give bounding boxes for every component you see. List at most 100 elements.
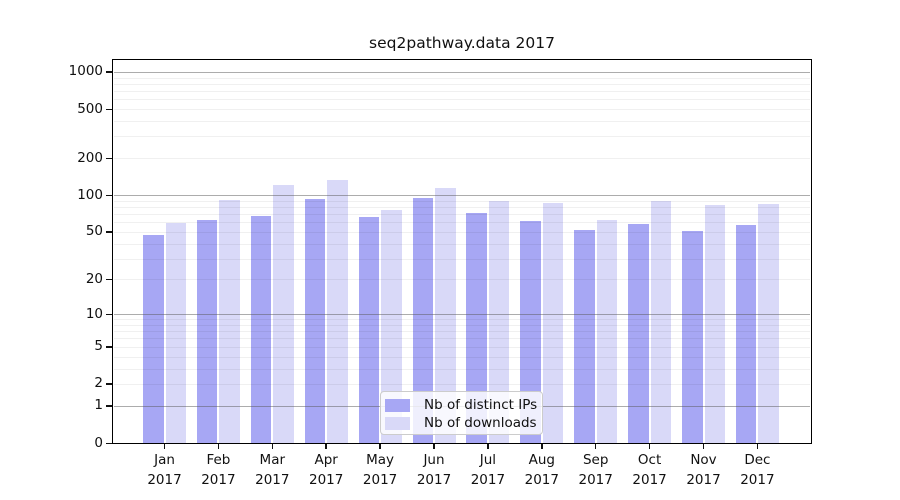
y-tick-label-5: 5 xyxy=(94,338,103,355)
legend-swatch-downloads xyxy=(385,416,410,430)
minor-gridline-600 xyxy=(114,99,810,101)
y-tick-mark-1 xyxy=(106,405,112,407)
minor-gridline-6 xyxy=(114,338,810,340)
chart-title: seq2pathway.data 2017 xyxy=(369,34,555,52)
bar-ips-apr xyxy=(304,198,326,443)
y-tick-label-10: 10 xyxy=(85,305,103,322)
x-tick-mark-may xyxy=(379,444,381,449)
minor-gridline-900 xyxy=(114,77,810,79)
y-tick-mark-1000 xyxy=(106,71,112,73)
bar-downloads-jan xyxy=(165,223,186,443)
bar-ips-feb xyxy=(196,220,218,443)
bar-downloads-feb xyxy=(219,200,240,443)
major-gridline-1000 xyxy=(114,71,810,74)
minor-gridline-3 xyxy=(114,368,810,370)
y-tick-label-100: 100 xyxy=(77,186,103,203)
x-tick-mark-dec xyxy=(756,444,759,449)
x-tick-label-nov: Nov 2017 xyxy=(686,452,721,488)
minor-gridline-700 xyxy=(114,91,810,93)
x-tick-label-jan: Jan 2017 xyxy=(147,452,182,488)
minor-gridline-8 xyxy=(114,324,810,326)
x-tick-mark-jun xyxy=(433,444,435,449)
y-tick-label-1: 1 xyxy=(94,397,103,414)
bar-ips-jul xyxy=(466,212,487,443)
legend-label-downloads: Nb of downloads xyxy=(424,415,537,431)
minor-gridline-300 xyxy=(114,136,810,138)
bar-downloads-apr xyxy=(327,179,348,443)
y-tick-label-20: 20 xyxy=(85,270,103,287)
x-tick-mark-sep xyxy=(594,444,597,449)
y-tick-mark-200 xyxy=(106,157,112,160)
minor-gridline-30 xyxy=(114,258,810,260)
minor-gridline-40 xyxy=(114,243,810,245)
x-tick-mark-apr xyxy=(325,444,327,449)
legend-label-distinct-ips: Nb of distinct IPs xyxy=(424,397,538,413)
minor-gridline-9 xyxy=(114,319,810,321)
y-tick-mark-500 xyxy=(106,108,112,111)
bar-ips-may xyxy=(358,217,380,443)
bar-downloads-sep xyxy=(596,219,618,443)
legend-item-downloads: Nb of downloads xyxy=(385,414,542,432)
bar-downloads-aug xyxy=(542,203,564,443)
minor-gridline-500 xyxy=(114,109,810,111)
bar-ips-jan xyxy=(143,235,164,443)
y-tick-label-500: 500 xyxy=(77,100,103,117)
bar-downloads-nov xyxy=(704,205,725,443)
minor-gridline-2 xyxy=(114,383,810,385)
minor-gridline-400 xyxy=(114,121,810,123)
x-tick-label-mar: Mar 2017 xyxy=(255,452,290,488)
x-tick-mark-feb xyxy=(217,444,220,449)
minor-gridline-60 xyxy=(114,222,810,224)
bar-downloads-jul xyxy=(488,200,510,443)
x-tick-mark-jan xyxy=(163,444,166,449)
x-tick-label-may: May 2017 xyxy=(362,452,398,488)
x-tick-mark-aug xyxy=(541,444,543,449)
bar-ips-aug xyxy=(520,221,541,443)
y-tick-mark-100 xyxy=(106,194,112,197)
bar-ips-jun xyxy=(412,197,433,443)
x-tick-label-aug: Aug 2017 xyxy=(524,452,559,488)
minor-gridline-20 xyxy=(114,279,810,281)
y-tick-label-1000: 1000 xyxy=(68,63,103,80)
x-tick-label-jun: Jun 2017 xyxy=(416,452,452,488)
minor-gridline-7 xyxy=(114,331,810,333)
legend-swatch-distinct-ips xyxy=(385,398,410,412)
x-tick-label-dec: Dec 2017 xyxy=(740,452,775,488)
major-gridline-10 xyxy=(114,314,810,316)
y-tick-mark-10 xyxy=(106,313,112,316)
legend: Nb of distinct IPs Nb of downloads xyxy=(380,391,543,435)
y-tick-label-0: 0 xyxy=(94,434,103,451)
minor-gridline-200 xyxy=(114,158,810,160)
bar-ips-dec xyxy=(735,224,757,443)
x-tick-mark-jul xyxy=(487,444,489,449)
y-tick-mark-50 xyxy=(106,231,112,233)
bar-downloads-oct xyxy=(650,201,672,443)
minor-gridline-4 xyxy=(114,356,810,358)
minor-gridline-70 xyxy=(114,214,810,216)
y-tick-mark-5 xyxy=(106,346,112,348)
x-tick-label-jul: Jul 2017 xyxy=(470,452,506,488)
x-tick-mark-mar xyxy=(271,444,274,449)
y-tick-label-2: 2 xyxy=(94,375,103,392)
x-tick-label-oct: Oct 2017 xyxy=(632,452,667,488)
bar-downloads-mar xyxy=(273,184,294,443)
bar-ips-oct xyxy=(628,223,649,443)
y-tick-label-200: 200 xyxy=(77,149,103,166)
legend-item-distinct-ips: Nb of distinct IPs xyxy=(385,396,542,414)
bar-downloads-dec xyxy=(758,204,779,443)
y-tick-label-50: 50 xyxy=(85,223,103,240)
y-tick-mark-0 xyxy=(106,442,112,444)
bar-ips-sep xyxy=(574,229,595,443)
y-tick-mark-2 xyxy=(106,383,112,385)
x-tick-label-apr: Apr 2017 xyxy=(309,452,344,488)
major-gridline-100 xyxy=(114,195,810,197)
bar-downloads-may xyxy=(381,209,402,443)
x-tick-label-sep: Sep 2017 xyxy=(578,452,613,488)
minor-gridline-5 xyxy=(114,346,810,348)
bar-ips-mar xyxy=(250,216,272,443)
bar-ips-nov xyxy=(682,230,703,443)
minor-gridline-80 xyxy=(114,206,810,208)
minor-gridline-800 xyxy=(114,83,810,85)
x-tick-label-feb: Feb 2017 xyxy=(201,452,236,488)
